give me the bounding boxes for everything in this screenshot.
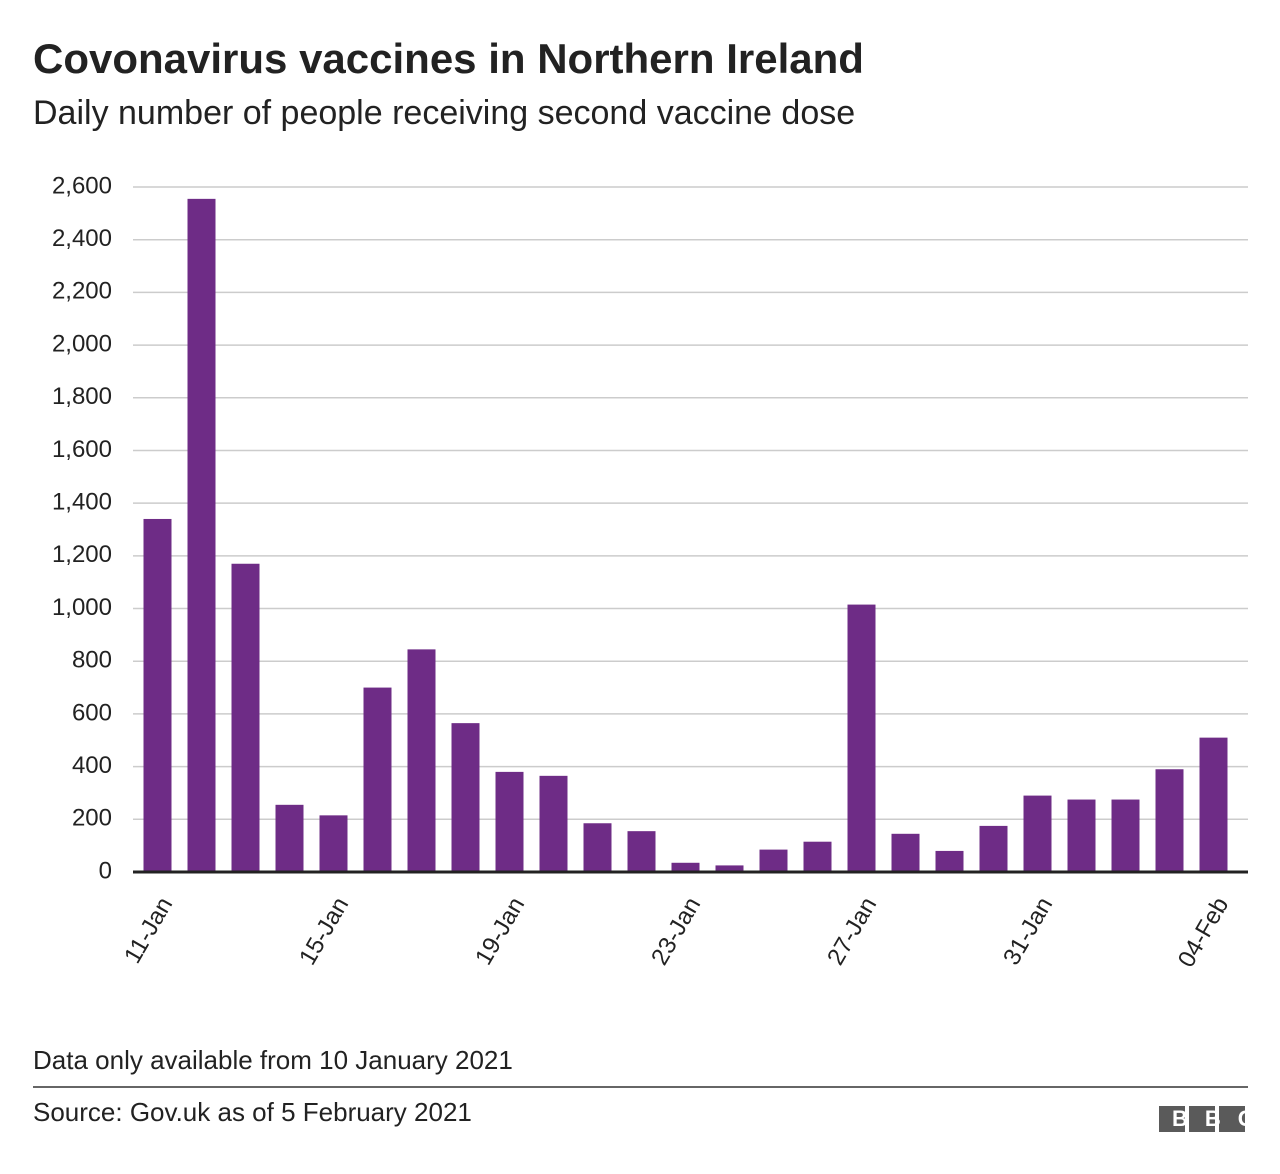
bar [715, 865, 744, 872]
y-tick-label: 1,400 [52, 488, 112, 515]
y-tick-label: 200 [72, 805, 112, 832]
chart-subtitle: Daily number of people receiving second … [33, 94, 855, 132]
bar [627, 831, 656, 872]
logo-box [1189, 1106, 1215, 1132]
logo: BBC [1172, 1106, 1271, 1131]
y-tick-label: 2,000 [52, 330, 112, 357]
y-tick-label: 1,200 [52, 541, 112, 568]
y-tick-label: 1,600 [52, 436, 112, 463]
bar [1023, 795, 1052, 872]
bar [363, 687, 392, 872]
y-tick-label: 600 [72, 699, 112, 726]
bar [275, 804, 304, 872]
bar [187, 198, 216, 872]
bar [231, 563, 260, 872]
bar [803, 841, 832, 872]
bar [583, 823, 612, 872]
bar [979, 825, 1008, 872]
bar [935, 850, 964, 872]
y-tick-label: 800 [72, 647, 112, 674]
y-tick-label: 0 [99, 857, 112, 884]
bar [539, 775, 568, 872]
chart-title: Covonavirus vaccines in Northern Ireland [33, 35, 864, 82]
bar [1067, 799, 1096, 872]
bar [1199, 737, 1228, 872]
y-tick-label: 2,600 [52, 172, 112, 199]
y-tick-label: 2,200 [52, 278, 112, 305]
y-tick-label: 2,400 [52, 225, 112, 252]
bar [847, 604, 876, 872]
bar [495, 771, 524, 872]
note: Data only available from 10 January 2021 [33, 1045, 513, 1075]
bar [1111, 799, 1140, 872]
y-tick-label: 1,000 [52, 594, 112, 621]
bar [407, 649, 436, 872]
bar [891, 833, 920, 872]
logo-boxes [1159, 1106, 1245, 1132]
y-tick-label: 1,800 [52, 383, 112, 410]
bar [671, 862, 700, 872]
y-tick-label: 400 [72, 752, 112, 779]
bar [759, 849, 788, 872]
bar [319, 815, 348, 872]
bar [451, 723, 480, 872]
source: Source: Gov.uk as of 5 February 2021 [33, 1097, 472, 1127]
bar [143, 518, 172, 872]
logo-box [1159, 1106, 1185, 1132]
bar [1155, 769, 1184, 872]
logo-box [1219, 1106, 1245, 1132]
